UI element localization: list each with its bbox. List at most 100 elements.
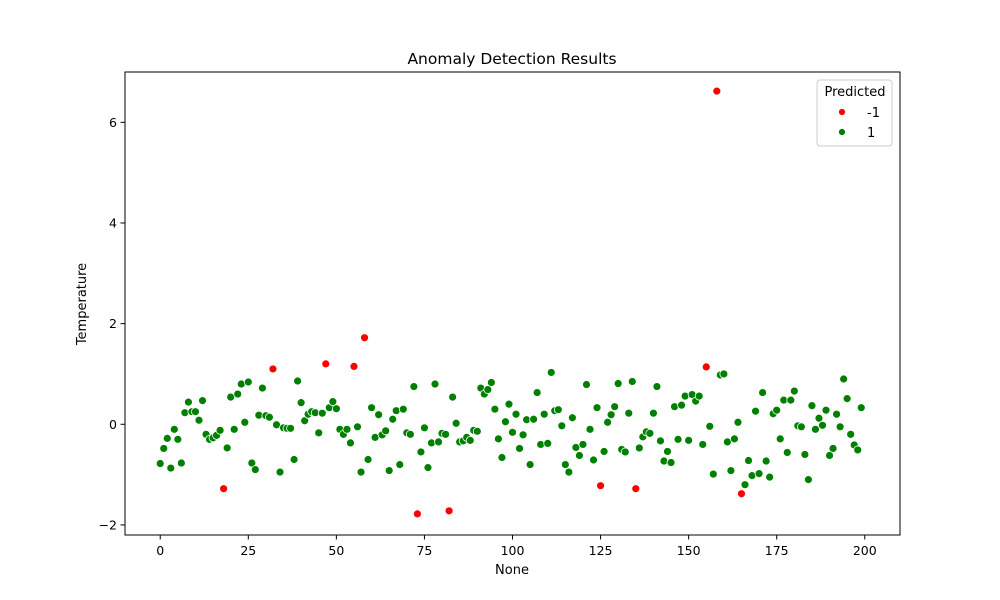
normal-point	[853, 445, 863, 455]
normal-point	[367, 403, 376, 413]
normal-point	[772, 405, 782, 415]
normal-point	[166, 463, 176, 473]
normal-point	[501, 417, 510, 427]
normal-point	[620, 447, 630, 457]
anomaly-point	[737, 489, 746, 499]
normal-point	[610, 402, 620, 412]
x-tick-label: 25	[240, 543, 256, 558]
anomaly-point	[701, 362, 711, 372]
normal-point	[567, 413, 577, 423]
normal-point	[751, 406, 760, 416]
normal-point	[532, 388, 542, 397]
legend: Predicted -1 1	[816, 79, 893, 147]
normal-point	[490, 404, 500, 414]
x-tick-label: 0	[156, 543, 164, 558]
normal-point	[599, 447, 609, 456]
normal-point	[835, 422, 845, 432]
normal-point	[265, 412, 274, 422]
normal-point	[286, 423, 295, 433]
normal-point	[381, 426, 391, 436]
x-tick-label: 100	[501, 543, 525, 558]
normal-point	[194, 415, 204, 425]
normal-point	[705, 421, 715, 431]
normal-point	[497, 453, 507, 462]
normal-point	[346, 438, 355, 448]
normal-point	[670, 402, 679, 412]
normal-point	[416, 447, 426, 457]
normal-point	[726, 466, 736, 475]
legend-label-anomaly: -1	[867, 106, 880, 121]
anomaly-point	[268, 364, 278, 374]
normal-point	[677, 400, 686, 410]
normal-point	[719, 369, 729, 379]
normal-point	[434, 437, 443, 447]
normal-point	[494, 434, 503, 444]
normal-point	[233, 389, 243, 399]
normal-point	[451, 418, 461, 428]
normal-point	[539, 409, 549, 419]
y-tick-label: 2	[109, 316, 117, 331]
normal-point	[649, 408, 658, 418]
normal-point	[296, 398, 306, 408]
normal-point	[673, 434, 683, 444]
normal-point	[578, 440, 588, 449]
normal-point	[684, 435, 694, 445]
normal-point	[243, 377, 253, 387]
normal-point	[293, 376, 303, 386]
normal-point	[483, 385, 493, 394]
normal-point	[430, 379, 440, 389]
normal-point	[811, 424, 820, 434]
legend-box	[816, 79, 893, 147]
normal-point	[398, 404, 408, 414]
anomaly-point	[596, 481, 605, 491]
normal-point	[511, 409, 521, 419]
x-tick-label: 175	[765, 543, 789, 558]
normal-point	[191, 407, 200, 417]
anomaly-point	[444, 506, 454, 516]
anomaly-point	[631, 484, 641, 494]
normal-point	[846, 429, 856, 439]
normal-point	[575, 451, 584, 460]
normal-point	[465, 435, 475, 445]
normal-point	[184, 397, 193, 407]
normal-point	[486, 378, 496, 387]
normal-point	[680, 391, 690, 401]
normal-point	[765, 472, 775, 482]
normal-point	[832, 409, 841, 419]
normal-point	[818, 420, 827, 430]
y-tick-label: 0	[109, 417, 117, 432]
normal-point	[529, 414, 539, 424]
x-tick-label: 200	[853, 543, 877, 558]
normal-point	[800, 450, 810, 459]
anomaly-point	[412, 509, 422, 519]
normal-point	[314, 428, 324, 438]
normal-point	[821, 405, 831, 415]
normal-point	[652, 382, 662, 391]
normal-point	[807, 401, 817, 411]
normal-point	[363, 455, 373, 464]
normal-point	[613, 379, 623, 388]
normal-point	[472, 426, 482, 436]
normal-point	[564, 467, 574, 477]
normal-point	[525, 460, 535, 469]
normal-point	[215, 425, 225, 435]
normal-point	[546, 368, 556, 377]
normal-point	[155, 459, 165, 468]
normal-point	[733, 417, 743, 427]
normal-point	[825, 451, 834, 460]
normal-point	[420, 423, 429, 433]
normal-point	[856, 403, 866, 413]
normal-point	[222, 443, 232, 453]
normal-point	[782, 448, 792, 457]
normal-point	[582, 380, 591, 389]
legend-title: Predicted	[824, 85, 885, 100]
normal-point	[176, 458, 186, 468]
anomaly-point	[712, 86, 722, 96]
normal-point	[250, 465, 260, 474]
normal-point	[331, 404, 341, 414]
normal-point	[698, 440, 708, 449]
legend-marker-anomaly	[838, 108, 846, 116]
normal-point	[585, 424, 595, 434]
normal-point	[423, 463, 433, 472]
normal-point	[395, 460, 405, 469]
